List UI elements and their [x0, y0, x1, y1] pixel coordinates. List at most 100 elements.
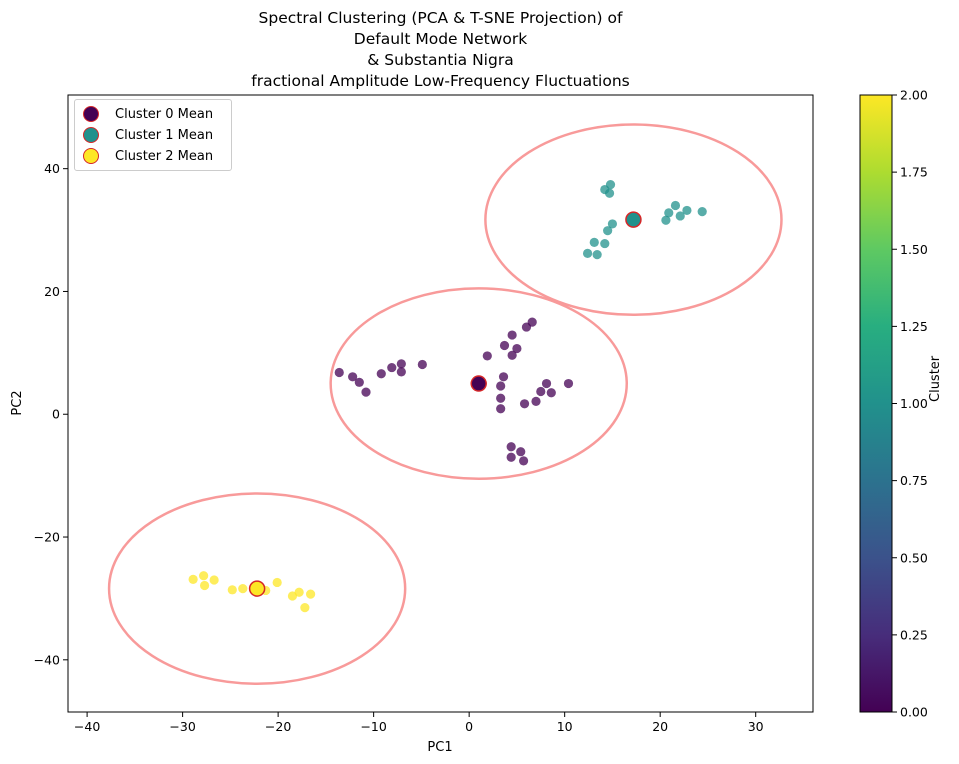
- chart-title-line-1: Spectral Clustering (PCA & T-SNE Project…: [258, 9, 623, 27]
- cluster-1-point: [682, 205, 692, 216]
- cluster-0-point: [536, 386, 546, 397]
- cluster-1-point: [697, 207, 707, 217]
- legend-label: Cluster 1 Mean: [115, 127, 214, 143]
- cluster-0-point: [348, 372, 358, 382]
- x-tick-label: 30: [748, 719, 764, 734]
- cluster-2-point: [306, 589, 316, 599]
- cluster-1-point: [589, 237, 599, 247]
- colorbar-tick-label: 0.25: [900, 627, 928, 642]
- cluster-1-point: [607, 219, 618, 229]
- colorbar-tick-label: 1.50: [900, 242, 928, 257]
- cluster-0-point: [334, 367, 344, 378]
- cluster-0-point: [396, 359, 406, 369]
- cluster-2-point: [199, 580, 210, 591]
- chart-title-line-3: & Substantia Nigra: [367, 51, 514, 69]
- cluster-1-ellipse: [484, 123, 783, 317]
- cluster-1-point: [592, 250, 602, 260]
- axes-frame: [67, 94, 814, 713]
- cluster-0-point: [496, 404, 506, 414]
- y-axis-label: PC2: [10, 390, 25, 415]
- colorbar-tick-label: 0.50: [900, 550, 928, 565]
- cluster-1-point: [600, 238, 610, 249]
- cluster-0-point: [387, 362, 397, 373]
- x-tick-label: −20: [265, 719, 291, 734]
- legend-item-cluster-0: Cluster 0 Mean: [83, 104, 213, 124]
- cluster-0-mean-marker: [470, 375, 487, 392]
- legend-item-cluster-2: Cluster 2 Mean: [83, 146, 213, 166]
- cluster-0-point: [506, 452, 516, 462]
- cluster-0-point: [531, 396, 541, 406]
- legend-label: Cluster 0 Mean: [115, 106, 214, 122]
- cluster-2-mean-marker: [248, 580, 266, 597]
- cluster-2-point: [272, 577, 282, 588]
- x-tick-label: −40: [74, 719, 100, 734]
- chart-title-line-2: Default Mode Network: [353, 30, 528, 48]
- cluster-1-point: [675, 211, 685, 221]
- legend-marker-icon: [83, 127, 99, 143]
- x-tick-label: −10: [360, 719, 386, 734]
- cluster-0-point: [512, 343, 522, 354]
- cluster-1-point: [664, 208, 674, 218]
- x-tick-label: 20: [652, 719, 668, 734]
- x-tick-label: −30: [169, 719, 195, 734]
- colorbar-tick-label: 0.75: [900, 473, 928, 488]
- y-tick-label: 40: [44, 161, 60, 176]
- cluster-0-point: [417, 359, 427, 370]
- cluster-ellipses: [107, 123, 783, 686]
- cluster-0-point: [507, 350, 517, 360]
- cluster-0-point: [354, 377, 364, 387]
- legend-item-cluster-1: Cluster 1 Mean: [83, 125, 213, 145]
- cluster-0-point: [507, 330, 517, 340]
- cluster-1-point: [582, 248, 593, 258]
- cluster-2-point: [300, 603, 310, 613]
- chart-title-line-4: fractional Amplitude Low-Frequency Fluct…: [251, 72, 630, 90]
- cluster-0-point: [516, 447, 526, 457]
- x-axis-label: PC1: [427, 740, 452, 755]
- colorbar-tick-label: 0.00: [900, 705, 928, 720]
- cluster-0-point: [519, 399, 530, 409]
- cluster-2-point: [294, 587, 304, 597]
- cluster-0-point: [396, 367, 406, 377]
- cluster-2-ellipse: [107, 492, 407, 686]
- cluster-0-point: [527, 317, 537, 327]
- cluster-0-point: [546, 388, 556, 398]
- cluster-1-point: [604, 188, 615, 198]
- colorbar-ticks: 0.00 0.25 0.50 0.75 1.00 1.25 1.50 1.75 2.00: [892, 88, 928, 720]
- cluster-0-point: [496, 381, 506, 391]
- y-axis: −40 −20 0 20 40: [34, 161, 68, 667]
- cluster-0-point: [506, 442, 516, 452]
- data-points: [188, 180, 707, 613]
- colorbar-tick-label: 1.75: [900, 165, 928, 180]
- y-tick-label: 20: [44, 284, 60, 299]
- legend-label: Cluster 2 Mean: [115, 148, 214, 164]
- cluster-0-point: [563, 378, 574, 389]
- cluster-0-point: [376, 369, 386, 379]
- cluster-1-point: [603, 226, 613, 236]
- cluster-1-mean-marker: [625, 211, 642, 228]
- x-tick-label: 10: [557, 719, 573, 734]
- legend: Cluster 0 Mean Cluster 1 Mean Cluster 2 …: [74, 99, 232, 171]
- cluster-0-point: [541, 378, 552, 389]
- cluster-1-point: [605, 180, 616, 190]
- colorbar-label: Cluster: [928, 355, 943, 402]
- cluster-2-point: [188, 574, 198, 584]
- cluster-2-point: [199, 571, 209, 581]
- cluster-0-point: [496, 393, 506, 403]
- colorbar-tick-label: 1.25: [900, 319, 928, 334]
- y-tick-label: 0: [52, 407, 60, 422]
- cluster-0-point: [361, 387, 371, 397]
- cluster-2-point: [238, 584, 248, 594]
- cluster-0-point: [499, 340, 510, 351]
- cluster-2-point: [227, 585, 237, 595]
- cluster-0-ellipse: [329, 287, 629, 480]
- cluster-0-point: [498, 372, 509, 382]
- y-tick-label: −20: [34, 530, 60, 545]
- cluster-0-point: [482, 351, 492, 361]
- cluster-0-point: [518, 456, 529, 466]
- colorbar-tick-label: 1.00: [900, 396, 928, 411]
- colorbar-tick-label: 2.00: [900, 88, 928, 103]
- legend-marker-icon: [83, 106, 99, 122]
- cluster-1-point: [661, 215, 671, 225]
